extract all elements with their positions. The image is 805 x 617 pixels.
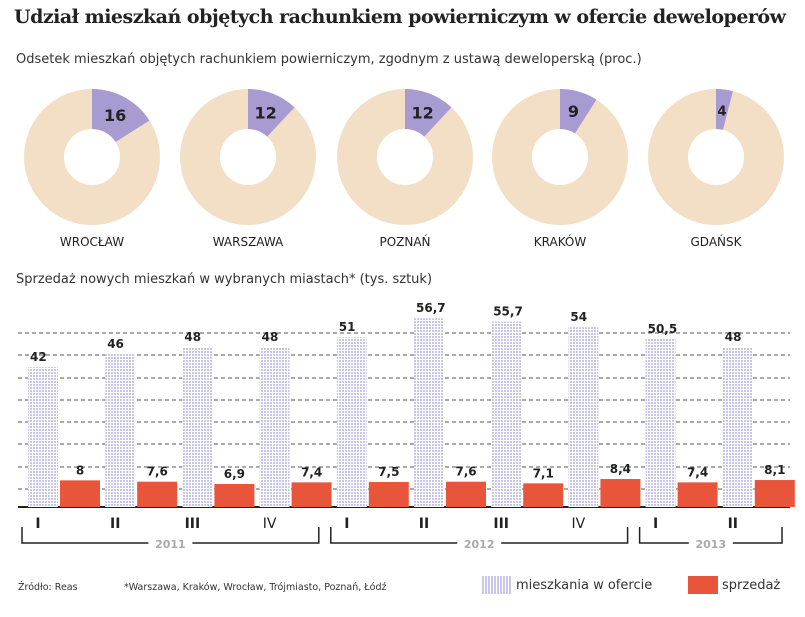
quarter-label: I (35, 516, 40, 532)
offer-bar (568, 327, 599, 507)
sales-bar (214, 484, 255, 507)
legend-offer-label: mieszkania w ofercie (516, 577, 653, 593)
sales-value-label: 7,5 (378, 465, 399, 479)
sales-bar (446, 481, 486, 507)
year-bracket (638, 527, 783, 544)
offer-bar (259, 347, 290, 507)
offer-bar (28, 367, 58, 507)
year-label: 2011 (155, 538, 186, 551)
donut-slice (560, 89, 597, 134)
legend-sales-swatch (688, 576, 718, 594)
cities-footnote: *Warszawa, Kraków, Wrocław, Trójmiasto, … (124, 582, 387, 593)
slice-value-label: 12 (255, 103, 277, 122)
sales-value-label: 6,9 (224, 467, 245, 481)
offer-value-label: 55,7 (493, 305, 523, 319)
offer-value-label: 50,5 (648, 322, 678, 336)
sales-bar (677, 482, 718, 507)
quarter-label: I (653, 516, 658, 532)
offer-value-label: 56,7 (416, 301, 446, 315)
city-label: WARSZAWA (213, 235, 284, 249)
offer-bar (645, 338, 676, 507)
city-label: KRAKÓW (534, 234, 587, 249)
sales-bar (368, 482, 409, 507)
offer-value-label: 48 (262, 330, 279, 344)
offer-bar (722, 347, 753, 507)
quarter-label: IV (263, 516, 277, 532)
sales-value-label: 7,4 (687, 465, 708, 479)
legend-sales-label: sprzedaż (722, 577, 781, 593)
sales-value-label: 8,1 (764, 463, 785, 477)
offer-bar (182, 347, 213, 507)
sales-value-label: 7,6 (455, 465, 476, 479)
offer-value-label: 51 (339, 320, 356, 334)
legend-sales: sprzedaż (688, 576, 780, 594)
offer-bar (336, 337, 367, 507)
donut-subtitle: Odsetek mieszkań objętych rachunkiem pow… (16, 52, 642, 67)
quarter-label: IV (572, 516, 586, 532)
quarter-label: II (419, 516, 429, 532)
sales-bar (291, 482, 332, 507)
year-bracket (21, 527, 320, 544)
quarter-label: II (110, 516, 120, 532)
year-label: 2012 (464, 538, 495, 551)
sales-value-label: 8 (76, 463, 84, 477)
donut-slice (248, 89, 295, 137)
year-label: 2013 (695, 538, 726, 551)
quarter-label: II (728, 516, 738, 532)
city-label: POZNAŃ (379, 234, 430, 249)
slice-value-label: 16 (104, 106, 126, 125)
quarter-label: I (344, 516, 349, 532)
sales-bar (60, 480, 100, 507)
chart-title: Udział mieszkań objętych rachunkiem powi… (14, 6, 786, 28)
sales-value-label: 7,6 (147, 465, 168, 479)
offer-value-label: 54 (570, 310, 587, 324)
donut-slice (405, 89, 452, 137)
quarter-label: III (493, 516, 509, 532)
sales-value-label: 7,4 (301, 465, 322, 479)
offer-value-label: 46 (107, 337, 124, 351)
sales-value-label: 7,1 (533, 466, 554, 480)
donut-slice (92, 89, 150, 142)
sales-bar (754, 480, 795, 507)
offer-value-label: 48 (184, 330, 201, 344)
offer-value-label: 42 (30, 350, 47, 364)
bar-subtitle: Sprzedaż nowych mieszkań w wybranych mia… (16, 272, 433, 287)
sales-value-label: 8,4 (610, 462, 631, 476)
sales-bar (137, 481, 178, 507)
slice-value-label: 4 (717, 104, 726, 119)
year-bracket (330, 527, 629, 544)
city-label: WROCŁAW (60, 235, 124, 249)
sales-bar (600, 479, 641, 507)
offer-value-label: 48 (725, 330, 742, 344)
offer-bar (491, 321, 522, 507)
source-note: Źródło: Reas (18, 582, 78, 593)
slice-value-label: 12 (412, 103, 434, 122)
donut-slice (716, 89, 733, 130)
legend-offer: mieszkania w ofercie (482, 576, 652, 594)
quarter-label: III (185, 516, 201, 532)
offer-bar (414, 318, 444, 507)
city-label: GDAŃSK (691, 234, 743, 249)
legend-offer-swatch (482, 576, 512, 594)
slice-value-label: 9 (568, 102, 579, 121)
sales-bar (523, 483, 564, 507)
offer-bar (105, 353, 136, 507)
